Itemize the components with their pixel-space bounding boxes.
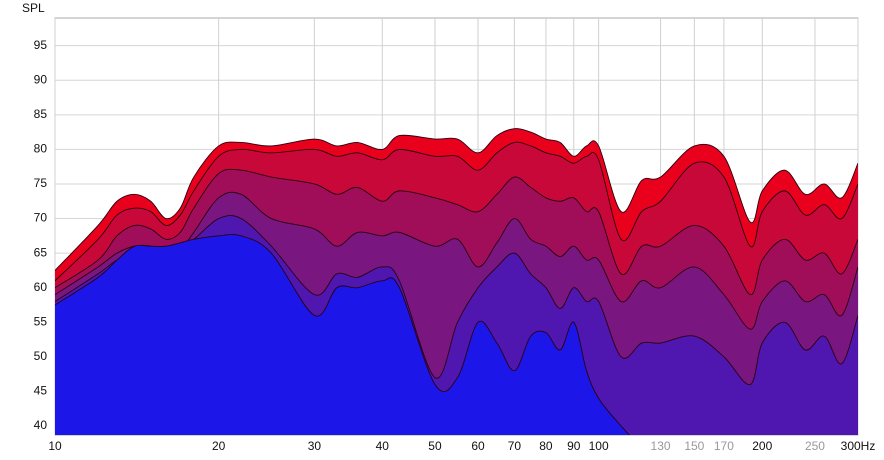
y-tick-label: 70 [34, 211, 48, 225]
area-fill [55, 234, 630, 435]
y-tick-label: 75 [34, 176, 48, 190]
y-tick-label: 55 [34, 314, 48, 328]
x-tick-label: 200 [752, 439, 772, 453]
y-tick-label: 65 [34, 245, 48, 259]
x-tick-label: 10 [48, 439, 62, 453]
y-tick-label: 50 [34, 349, 48, 363]
x-tick-label: 60 [471, 439, 485, 453]
x-tick-label: 80 [539, 439, 553, 453]
x-tick-label: 100 [589, 439, 609, 453]
area-line [55, 233, 630, 435]
areas [55, 128, 858, 435]
area-line [55, 168, 858, 296]
x-tick-label: 150 [684, 439, 704, 453]
x-tick-label: 70 [508, 439, 522, 453]
x-tick-label: 170 [714, 439, 734, 453]
x-tick-label: 20 [212, 439, 226, 453]
y-tick-label: 80 [34, 142, 48, 156]
y-axis-label: SPL [22, 1, 45, 15]
area-line [55, 128, 858, 271]
x-tick-label: 300Hz [841, 439, 876, 453]
y-tick-label: 85 [34, 107, 48, 121]
area-line [55, 141, 858, 282]
labels: 40 45 50 55 60 65 70 75 80 85 90 95 10 20 30 40 50 60 70 80… [34, 38, 876, 453]
x-tick-label: 40 [376, 439, 390, 453]
y-tick-label: 95 [34, 38, 48, 52]
x-tick-label: 130 [651, 439, 671, 453]
x-tick-label: 90 [567, 439, 581, 453]
x-tick-label: 50 [428, 439, 442, 453]
y-tick-label: 45 [34, 384, 48, 398]
y-tick-label: 90 [34, 72, 48, 86]
x-tick-label: 250 [805, 439, 825, 453]
x-tick-label: 30 [308, 439, 322, 453]
y-tick-label: 60 [34, 280, 48, 294]
y-tick-label: 40 [34, 418, 48, 432]
